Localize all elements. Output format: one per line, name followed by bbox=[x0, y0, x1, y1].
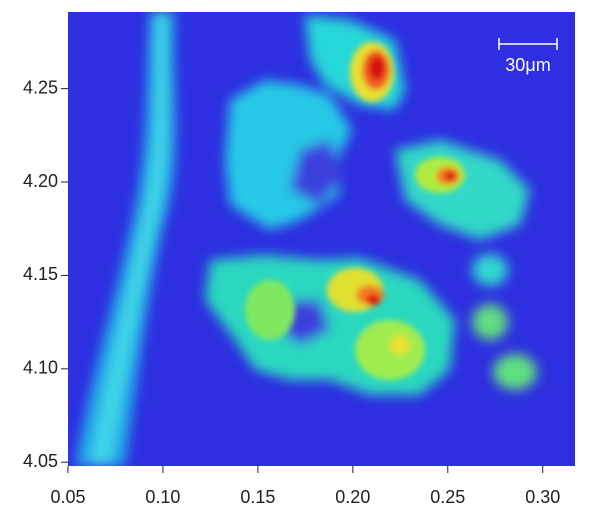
y-tick-label: 4.10 bbox=[23, 358, 58, 378]
x-tick-label: 0.15 bbox=[240, 487, 275, 507]
x-tick-label: 0.25 bbox=[430, 487, 465, 507]
x-tick-label: 0.30 bbox=[525, 487, 560, 507]
y-tick-label: 4.15 bbox=[23, 264, 58, 284]
y-tick-label: 4.25 bbox=[23, 77, 58, 97]
scale-bar-label: 30μm bbox=[505, 55, 550, 75]
x-tick-label: 0.05 bbox=[50, 487, 85, 507]
y-tick-label: 4.05 bbox=[23, 451, 58, 471]
x-tick-label: 0.10 bbox=[145, 487, 180, 507]
heatmap-image: 30μm bbox=[68, 12, 575, 466]
x-tick-label: 0.20 bbox=[335, 487, 370, 507]
y-tick-label: 4.20 bbox=[23, 171, 58, 191]
